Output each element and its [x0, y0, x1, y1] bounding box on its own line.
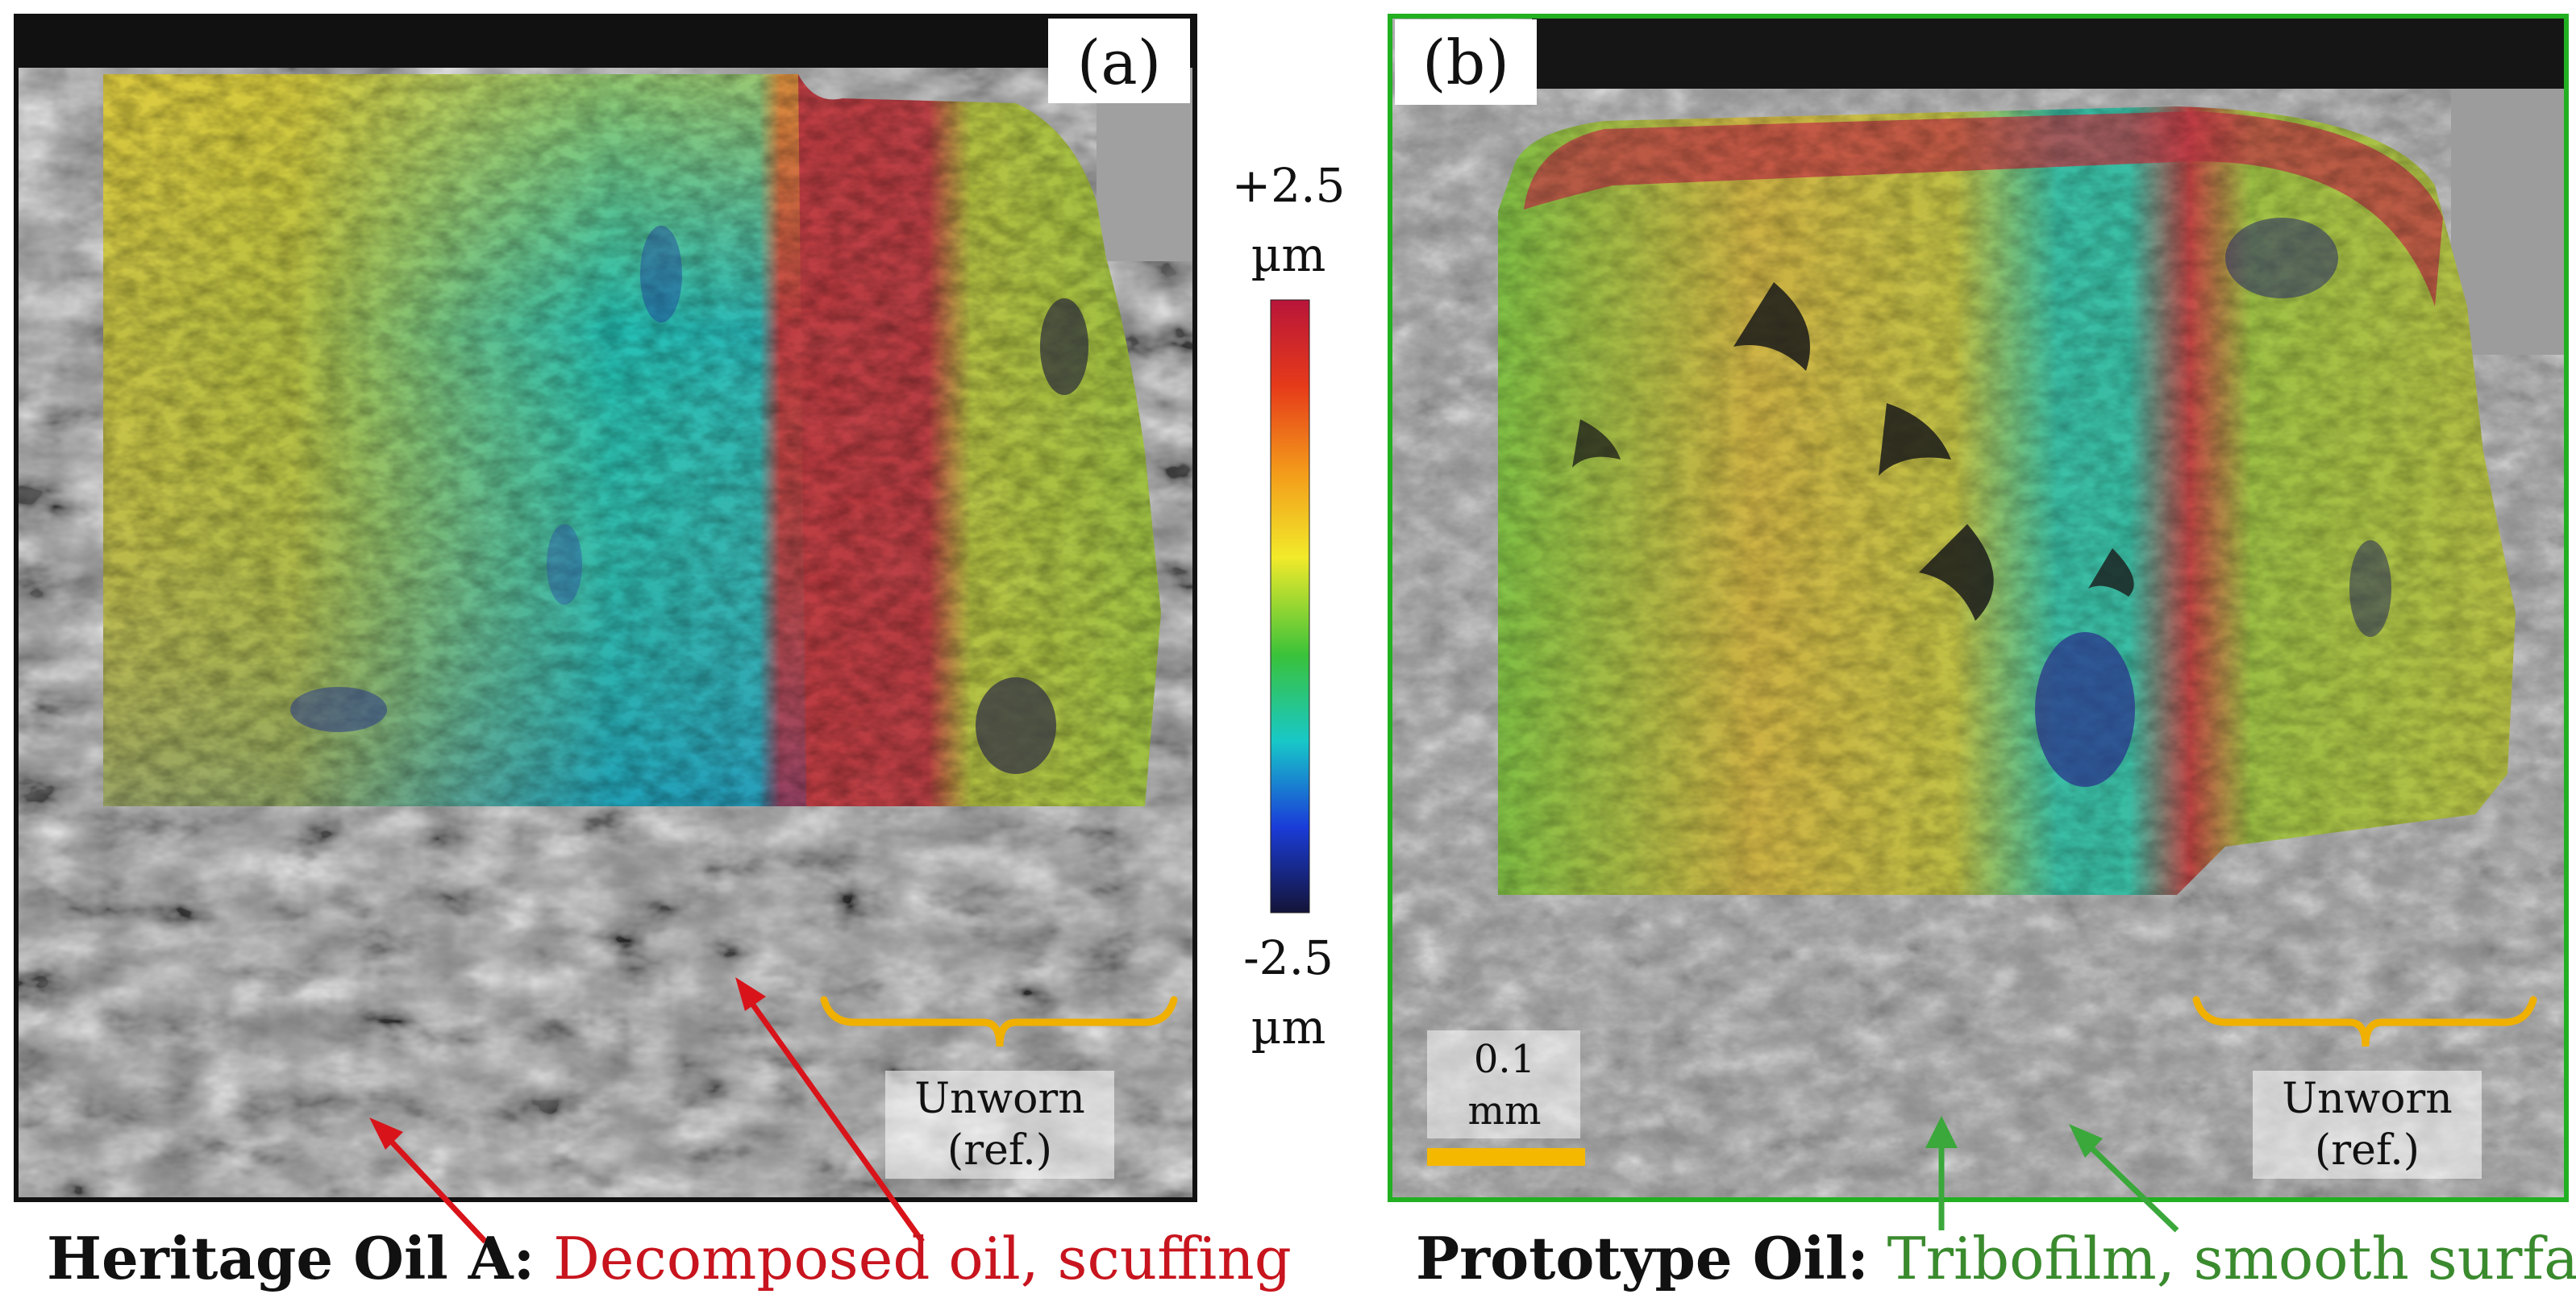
unworn-label-box-b	[2253, 1071, 2482, 1179]
colorbar-min-value: -2.5	[1243, 930, 1334, 985]
caption-b-bold: Prototype Oil:	[1416, 1224, 1869, 1292]
panel-b: Unworn (ref.) 0.1 mm (b)	[1390, 16, 2566, 1200]
unworn-label-line2-a: (ref.)	[947, 1126, 1052, 1175]
caption-a-bold: Heritage Oil A:	[47, 1224, 535, 1292]
caption-b: Prototype Oil: Tribofilm, smooth surface	[1416, 1230, 2576, 1288]
unworn-label-line1-b: Unworn	[2282, 1075, 2452, 1123]
panel-frame-b	[1388, 14, 2569, 1202]
scale-bar-line	[1427, 1148, 1585, 1166]
panel-letter-box-b	[1395, 19, 1537, 105]
caption-b-rest: Tribofilm, smooth surface	[1868, 1225, 2576, 1292]
panel-letter-b: (b)	[1422, 27, 1509, 98]
arrows-b	[1925, 1116, 2179, 1233]
unworn-label-line1-a: Unworn	[914, 1075, 1084, 1123]
caption-a: Heritage Oil A: Decomposed oil, scuffing	[47, 1230, 1292, 1288]
unworn-label-line2-b: (ref.)	[2315, 1126, 2420, 1175]
arrows-a	[369, 977, 925, 1244]
height-map-a	[103, 74, 1161, 806]
scale-bar-unit: mm	[1467, 1088, 1541, 1134]
scale-bar-value: 0.1	[1474, 1037, 1535, 1082]
colorbar-gradient	[1270, 299, 1310, 913]
sem-grey-corner-b	[2451, 89, 2566, 355]
scale-bar: 0.1 mm	[1427, 1030, 1585, 1166]
unworn-label-box-a	[885, 1071, 1114, 1179]
panel-frame-a	[14, 14, 1197, 1202]
unworn-bracket-b	[2192, 996, 2537, 1047]
panel-letter-a: (a)	[1077, 27, 1162, 98]
colorbar-min-unit: µm	[1251, 1000, 1326, 1055]
unworn-bracket-a	[820, 996, 1178, 1047]
height-map-b	[1498, 106, 2516, 895]
panel-a: Unworn (ref.) (a)	[16, 16, 1195, 1200]
sem-dark-band-top-b	[1532, 16, 2566, 89]
color-bar: +2.5 µm -2.5 µm	[1232, 158, 1346, 1055]
colorbar-max-unit: µm	[1251, 227, 1326, 282]
colorbar-max-value: +2.5	[1232, 158, 1346, 213]
caption-a-rest: Decomposed oil, scuffing	[535, 1225, 1292, 1292]
sem-dark-band-top-a	[16, 16, 1195, 68]
panel-letter-box-a	[1048, 18, 1190, 103]
scale-bar-label-box	[1427, 1030, 1580, 1138]
